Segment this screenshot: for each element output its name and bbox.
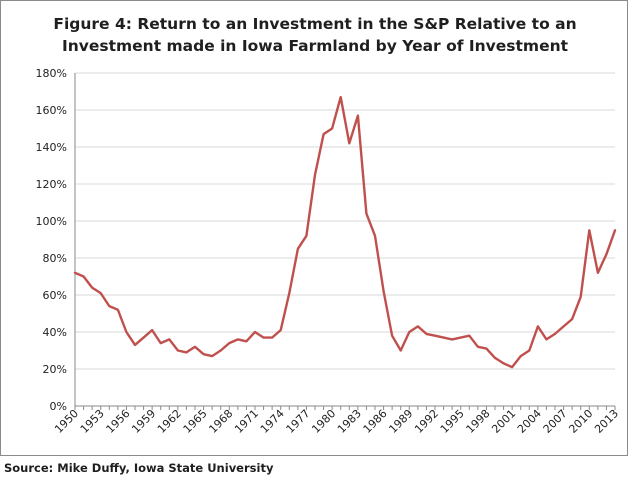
chart-frame: Figure 4: Return to an Investment in the… bbox=[0, 0, 628, 456]
x-tick-label: 1983 bbox=[335, 407, 364, 436]
x-tick-label: 2010 bbox=[566, 407, 595, 436]
y-tick-label: 160% bbox=[36, 104, 67, 117]
chart-title-line-1: Figure 4: Return to an Investment in the… bbox=[53, 15, 577, 33]
x-tick-label: 2007 bbox=[541, 407, 570, 436]
x-tick-label: 1953 bbox=[78, 407, 107, 436]
x-tick-label: 1971 bbox=[232, 407, 261, 436]
y-tick-label: 120% bbox=[36, 178, 67, 191]
x-tick-label: 1977 bbox=[284, 407, 313, 436]
x-tick-label: 1962 bbox=[155, 407, 184, 436]
x-tick-label: 1980 bbox=[309, 407, 338, 436]
x-tick-label: 1989 bbox=[386, 407, 415, 436]
x-tick-label: 1959 bbox=[129, 407, 158, 436]
chart-title: Figure 4: Return to an Investment in the… bbox=[1, 13, 629, 57]
x-tick-label: 2004 bbox=[515, 407, 544, 436]
y-tick-label: 0% bbox=[50, 400, 67, 413]
chart-title-line-2: Investment made in Iowa Farmland by Year… bbox=[61, 37, 569, 55]
y-tick-label: 140% bbox=[36, 141, 67, 154]
x-tick-label: 1968 bbox=[206, 407, 235, 436]
x-tick-label: 1992 bbox=[412, 407, 441, 436]
x-tick-label: 2001 bbox=[489, 407, 518, 436]
x-tick-label: 1974 bbox=[258, 407, 287, 436]
y-tick-label: 40% bbox=[43, 326, 67, 339]
x-tick-label: 1956 bbox=[104, 407, 133, 436]
x-tick-label: 1986 bbox=[361, 407, 390, 436]
x-tick-label: 1995 bbox=[438, 407, 467, 436]
series-line bbox=[73, 95, 617, 369]
x-tick-label: 1998 bbox=[464, 407, 493, 436]
y-tick-label: 100% bbox=[36, 215, 67, 228]
x-tick-label: 2013 bbox=[592, 407, 621, 436]
y-tick-label: 20% bbox=[43, 363, 67, 376]
source-note: Source: Mike Duffy, Iowa State Universit… bbox=[4, 461, 274, 475]
y-tick-label: 80% bbox=[43, 252, 67, 265]
line-chart: 0%20%40%60%80%100%120%140%160%180%195019… bbox=[36, 67, 622, 436]
y-tick-label: 60% bbox=[43, 289, 67, 302]
y-tick-label: 180% bbox=[36, 67, 67, 80]
x-tick-label: 1965 bbox=[181, 407, 210, 436]
